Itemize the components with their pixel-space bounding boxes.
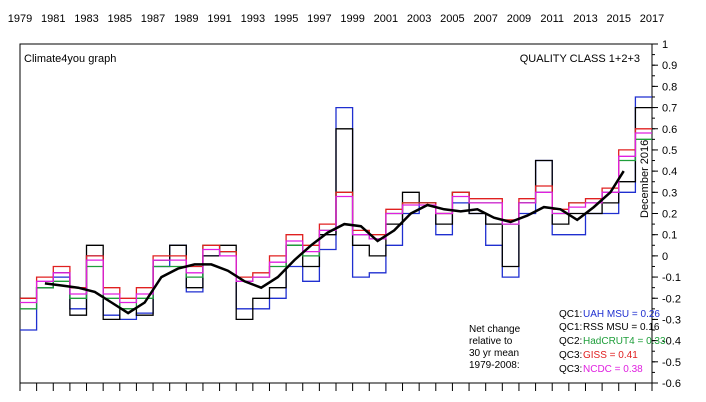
y-tick-label: -0.5 — [662, 357, 681, 369]
y-tick-label: -0.4 — [662, 336, 681, 348]
source-label: Climate4you graph — [24, 53, 116, 65]
x-tick-label: 1983 — [74, 13, 98, 25]
y-tick-label: -0.6 — [662, 378, 681, 390]
legend-item-giss: QC3: GISS = 0.41 — [559, 350, 638, 361]
x-tick-label: 2003 — [407, 13, 431, 25]
series-line-ncdc — [20, 132, 652, 304]
y-tick-label: 0 — [662, 251, 668, 263]
x-tick-label: 1985 — [108, 13, 132, 25]
x-tick-label: 1999 — [340, 13, 364, 25]
legend-item-ncdc: QC3: NCDC = 0.38 — [559, 364, 643, 375]
x-tick-label: 2005 — [440, 13, 464, 25]
y-tick-label: 0.5 — [662, 145, 677, 157]
y-tick-label: 0.9 — [662, 60, 677, 72]
chart-title: QUALITY CLASS 1+2+3 — [520, 53, 640, 65]
running-mean-line — [44, 170, 625, 315]
legend-item-uah: QC1: UAH MSU = 0.26 — [559, 309, 660, 320]
x-tick-label: 2013 — [573, 13, 597, 25]
y-tick-label: 0.2 — [662, 209, 677, 221]
annotation-line-1: Net change — [469, 324, 521, 335]
net-change-annotation: Net change relative to 30 yr mean 1979-2… — [469, 324, 521, 371]
y-tick-label: 0.6 — [662, 124, 677, 136]
x-tick-label: 2009 — [507, 13, 531, 25]
y-tick-label: 0.8 — [662, 81, 677, 93]
y-tick-label: 0.4 — [662, 166, 677, 178]
date-note: December 2016 — [639, 140, 651, 218]
x-axis-ticks — [19, 383, 653, 391]
x-tick-label: 1979 — [8, 13, 32, 25]
y-tick-label: -0.2 — [662, 293, 681, 305]
y-tick-label: 1 — [662, 39, 668, 51]
x-tick-label: 2011 — [540, 13, 564, 25]
x-tick-label: 2007 — [473, 13, 497, 25]
x-tick-label: 1987 — [141, 13, 165, 25]
y-axis: 1 0.9 0.8 0.7 0.6 0.5 0.4 0.3 0.2 0.1 0 -0.1 -0.2 -0.… — [652, 39, 681, 390]
annotation-line-4: 1979-2008: — [469, 360, 520, 371]
x-tick-label: 2015 — [606, 13, 630, 25]
y-tick-label: -0.1 — [662, 272, 681, 284]
y-tick-label: -0.3 — [662, 314, 681, 326]
legend-item-rss: QC1: RSS MSU = 0.16 — [559, 322, 660, 333]
legend-item-hadcrut: QC2: HadCRUT4 = 0.33 — [559, 336, 666, 347]
x-tick-label: 1991 — [207, 13, 231, 25]
x-tick-label: 2001 — [374, 13, 398, 25]
x-tick-label: 1993 — [241, 13, 265, 25]
x-tick-label: 1989 — [174, 13, 198, 25]
y-tick-label: 0.1 — [662, 230, 677, 242]
x-tick-label: 1997 — [307, 13, 331, 25]
x-tick-labels: 1979 1981 1983 1985 1987 1989 1991 1993 1995 1997… — [8, 13, 664, 25]
annotation-line-2: relative to — [469, 336, 513, 347]
y-tick-label: 0.7 — [662, 103, 677, 115]
x-tick-label: 2017 — [640, 13, 664, 25]
legend: QC1: UAH MSU = 0.26 QC1: RSS MSU = 0.16 … — [559, 309, 666, 375]
x-tick-label: 1995 — [274, 13, 298, 25]
annotation-line-3: 30 yr mean — [469, 348, 519, 359]
x-tick-label: 1981 — [41, 13, 65, 25]
y-tick-label: 0.3 — [662, 187, 677, 199]
